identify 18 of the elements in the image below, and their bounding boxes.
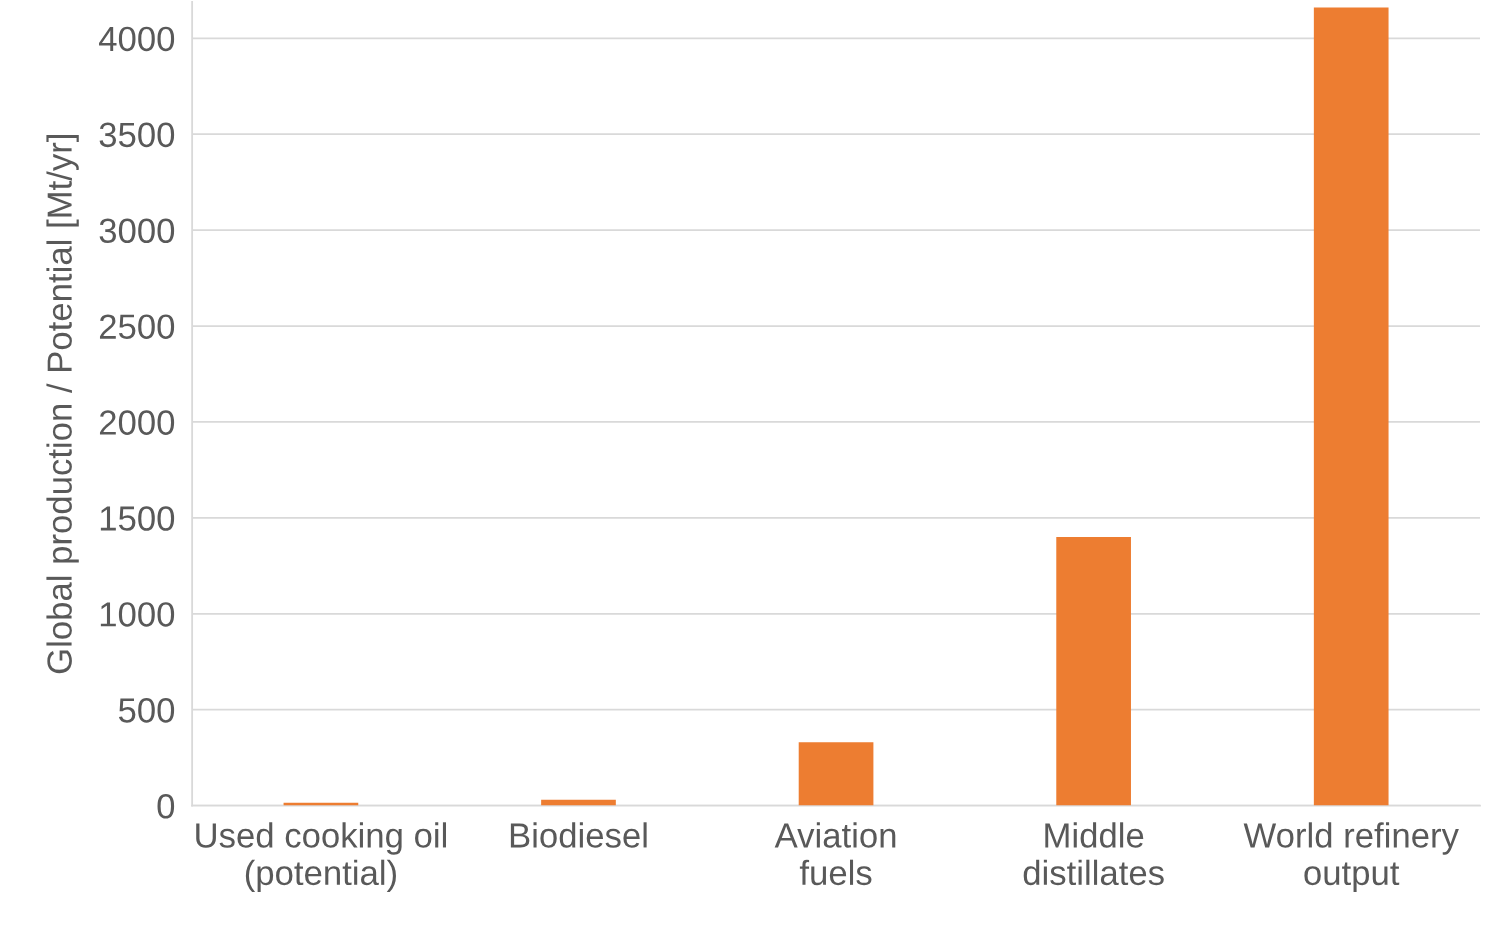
x-tick-label: World refinery output [1243,822,1459,893]
y-tick-label: 2500 [99,314,175,339]
y-axis-title: Global production / Potential [Mt/yr] [46,135,79,674]
y-tick-label: 1000 [100,602,175,627]
bar [798,742,874,806]
y-tick-label: 1500 [100,506,175,531]
y-tick-label: 3000 [99,218,175,244]
x-tick-label: Middle distillates [1023,822,1164,886]
x-tick-label: Aviation fuels [774,822,896,886]
bar [1313,7,1389,806]
y-tick-label: 0 [157,793,175,819]
y-tick-label: 500 [118,698,175,723]
x-tick-label: Biodiesel [510,822,647,848]
y-tick-label: 2000 [99,410,175,435]
bar [1056,537,1131,806]
x-tick-label: Used cooking oil (potential) [196,822,446,893]
y-tick-label: 4000 [99,26,175,52]
y-tick-label: 3500 [99,122,175,148]
